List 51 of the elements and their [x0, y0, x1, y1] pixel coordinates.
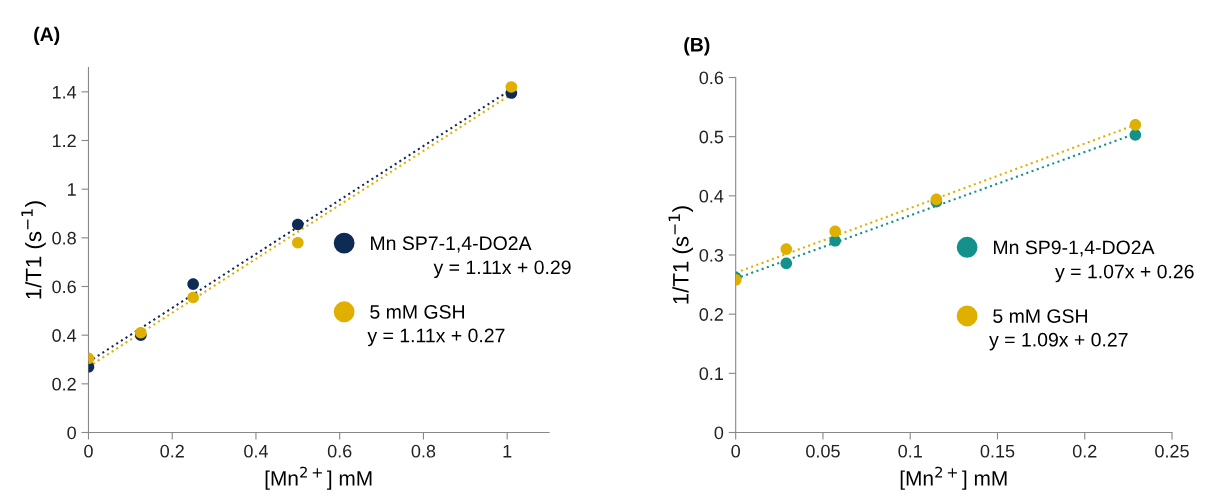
y-axis-title: 1/T1 (s$^{−1}$) — [21, 201, 46, 299]
legend-label: 5 mM GSH — [993, 309, 1087, 323]
x-tick-label: 0.25 — [1155, 444, 1189, 458]
y-tick-label: 1.4 — [52, 85, 77, 99]
point — [1129, 129, 1142, 141]
y-tick-label: 0.4 — [52, 329, 77, 342]
x-tick-label: 0 — [84, 444, 93, 458]
x-tick-label: 0 — [731, 444, 740, 458]
x-tick-label: 0.15 — [980, 444, 1015, 458]
point — [292, 236, 304, 249]
y-tick-label: 0.6 — [699, 71, 724, 85]
y-tick-label: 1.2 — [52, 134, 76, 148]
legend-label: Mn SP7-1,4-DO2A — [371, 236, 532, 253]
x-axis-title: [Mn$^{2+}$] mM — [900, 466, 1007, 490]
annotation: y = 1.09x + 0.27 — [989, 332, 1128, 351]
x-axis-title: [Mn$^{2+}$] mM — [265, 466, 372, 490]
x-tick-label: 0.6 — [327, 444, 352, 458]
point — [780, 243, 793, 255]
point — [829, 225, 841, 238]
point — [505, 81, 518, 93]
y-tick-label: 0 — [714, 426, 724, 440]
y-tick-label: 1 — [68, 183, 76, 196]
y-tick-label: 0.1 — [699, 367, 723, 381]
annotation: y = 1.07x + 0.26 — [1055, 264, 1194, 283]
y-tick-label: 0.2 — [699, 308, 723, 321]
y-tick-label: 0.3 — [699, 248, 724, 262]
x-tick-label: 0.2 — [160, 444, 184, 458]
x-tick-label: 0.8 — [411, 444, 436, 458]
legend-label: 5 mM GSH — [370, 304, 465, 319]
x-tick-label: 0.1 — [898, 444, 922, 458]
x-tick-label: 0.05 — [806, 444, 840, 458]
y-tick-label: 0.2 — [52, 377, 76, 391]
point — [780, 257, 793, 270]
annotation: y = 1.11x + 0.27 — [367, 328, 505, 347]
x-tick-label: 0.4 — [244, 444, 268, 458]
y-tick-label: 0.8 — [52, 231, 76, 245]
point — [187, 291, 199, 304]
chart-title: (A) — [34, 26, 60, 45]
legend-label: Mn SP9-1,4-DO2A — [994, 240, 1155, 257]
chart-title: (B) — [684, 37, 710, 56]
y-axis-title: 1/T1 (s$^{−1}$) — [668, 206, 694, 304]
point — [1129, 119, 1142, 131]
y-tick-label: 0 — [67, 426, 76, 440]
y-tick-label: 0.5 — [699, 130, 724, 144]
y-tick-label: 0.4 — [699, 189, 724, 203]
y-tick-label: 0.6 — [52, 280, 76, 294]
x-tick-label: 1 — [503, 444, 512, 458]
point — [292, 218, 304, 231]
annotation: y = 1.11x + 0.29 — [433, 260, 571, 279]
x-tick-label: 0.2 — [1072, 444, 1097, 458]
point — [187, 278, 199, 290]
